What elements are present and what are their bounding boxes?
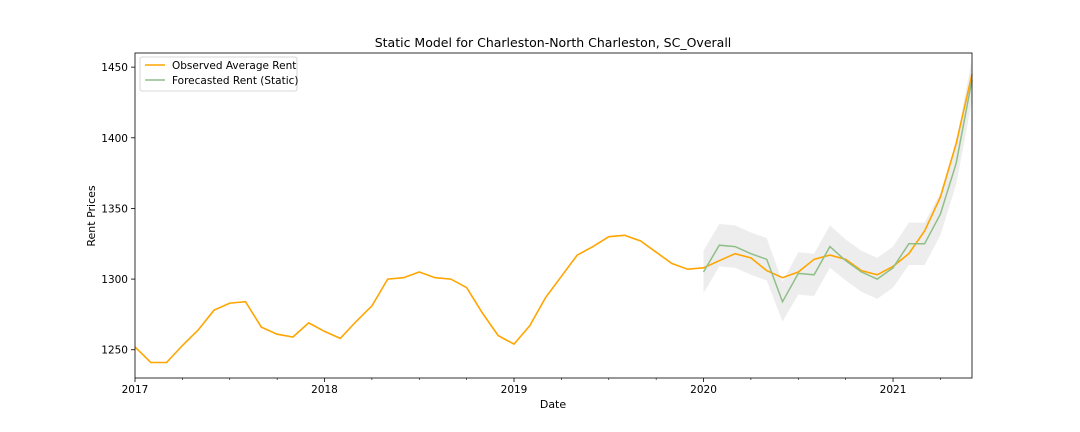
y-axis: 1250 1300 1350 1400 1450 — [101, 62, 135, 357]
chart-title: Static Model for Charleston-North Charle… — [375, 35, 732, 50]
legend-label-observed: Observed Average Rent — [172, 60, 296, 72]
x-tick-label: 2017 — [122, 384, 149, 396]
x-tick-label: 2018 — [311, 384, 338, 396]
y-axis-label: Rent Prices — [85, 185, 98, 247]
x-tick-label: 2019 — [501, 384, 528, 396]
y-tick-label: 1350 — [101, 203, 128, 215]
legend-box — [139, 56, 298, 92]
x-axis: 2017 2018 2019 2020 2021 — [122, 378, 941, 396]
observed-rent-line — [134, 74, 973, 364]
x-axis-label: Date — [540, 398, 567, 411]
y-tick-label: 1300 — [101, 274, 128, 286]
legend: Observed Average Rent Forecasted Rent (S… — [139, 56, 299, 92]
plot-area — [134, 58, 973, 364]
forecast-confidence-band — [703, 58, 972, 322]
y-tick-label: 1400 — [101, 133, 128, 145]
plot-frame — [134, 52, 973, 379]
forecast-rent-line — [702, 79, 973, 304]
x-tick-label: 2021 — [880, 384, 907, 396]
y-tick-label: 1450 — [101, 62, 128, 74]
x-tick-label: 2020 — [690, 384, 717, 396]
y-tick-label: 1250 — [101, 345, 128, 357]
legend-label-forecast: Forecasted Rent (Static) — [172, 75, 299, 87]
